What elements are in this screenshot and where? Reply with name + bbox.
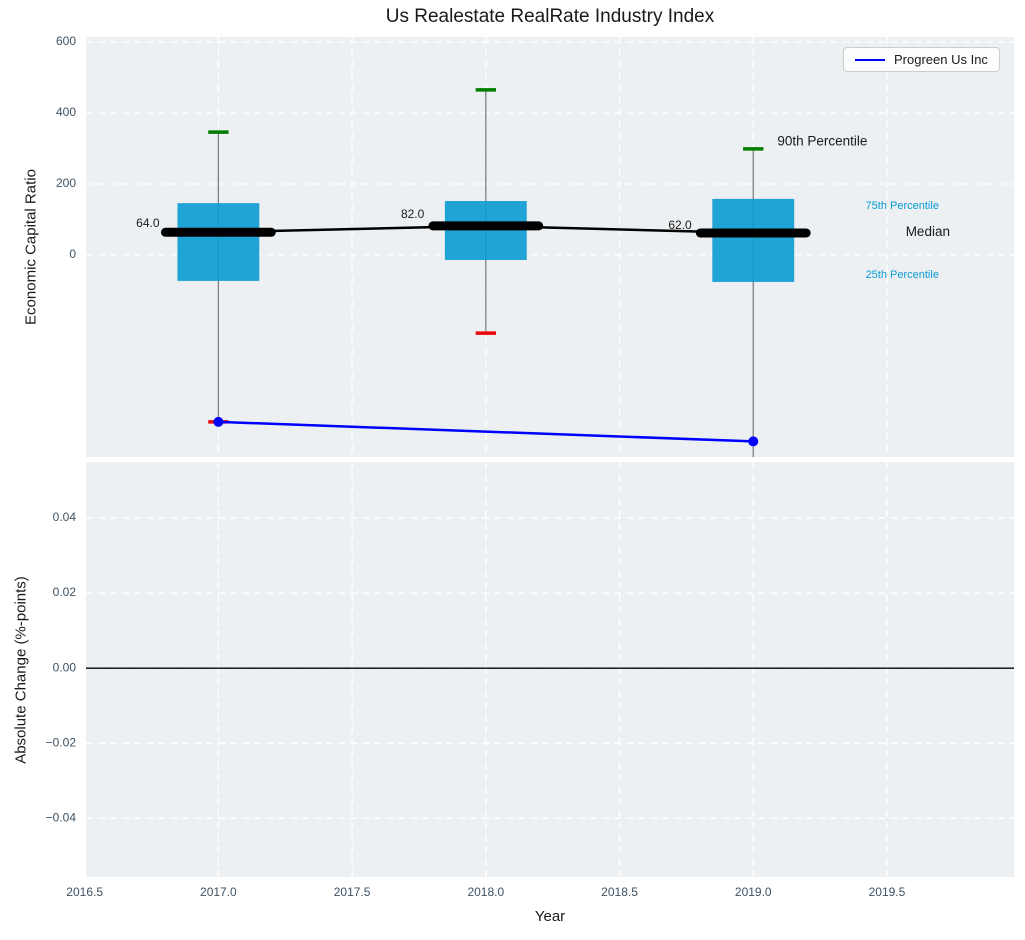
- y-tick-label: 200: [56, 176, 76, 190]
- median-value-label: 64.0: [136, 216, 160, 230]
- bottom-plot-marks: [86, 462, 1014, 877]
- x-tick-label: 2018.0: [467, 885, 504, 899]
- x-tick-label: 2016.5: [66, 885, 103, 899]
- legend: Progreen Us Inc: [843, 47, 1000, 72]
- company-marker-2019: [748, 436, 759, 447]
- legend-line-swatch: [855, 58, 885, 61]
- y-tick-label: 600: [56, 34, 76, 48]
- y-tick-label: 0: [69, 247, 76, 261]
- iqr-box-2018: [444, 201, 527, 260]
- x-tick-label: 2019.0: [735, 885, 772, 899]
- y-tick-label: 0.02: [53, 585, 77, 599]
- y-tick-label: 0.00: [53, 660, 77, 674]
- x-tick-label: 2017.0: [200, 885, 237, 899]
- y-tick-label: −0.04: [46, 811, 77, 825]
- annotation: 75th Percentile: [866, 200, 939, 212]
- annotation: 90th Percentile: [777, 134, 867, 149]
- x-tick-label: 2017.5: [334, 885, 371, 899]
- x-axis-label: Year: [534, 908, 566, 925]
- bottom-plot-area: [86, 462, 1014, 877]
- bottom-y-axis-label: Absolute Change (%-points): [12, 576, 30, 764]
- median-value-label: 82.0: [401, 207, 425, 221]
- chart-title: Us Realestate RealRate Industry Index: [385, 6, 715, 27]
- company-marker-2017: [213, 416, 224, 427]
- y-tick-label: −0.02: [46, 735, 77, 749]
- median-value-label: 62.0: [668, 218, 692, 232]
- annotation: 25th Percentile: [866, 269, 939, 281]
- iqr-box-2019: [712, 198, 795, 282]
- y-tick-label: 400: [56, 105, 76, 119]
- annotation: Median: [906, 224, 950, 239]
- x-tick-label: 2019.5: [869, 885, 906, 899]
- top-y-axis-label: Economic Capital Ratio: [22, 169, 40, 325]
- legend-label: Progreen Us Inc: [894, 52, 988, 67]
- company-line: [218, 420, 754, 443]
- top-plot-marks: [86, 37, 1014, 457]
- iqr-box-2017: [177, 203, 260, 281]
- y-tick-label: 0.04: [53, 510, 77, 524]
- x-tick-label: 2018.5: [601, 885, 638, 899]
